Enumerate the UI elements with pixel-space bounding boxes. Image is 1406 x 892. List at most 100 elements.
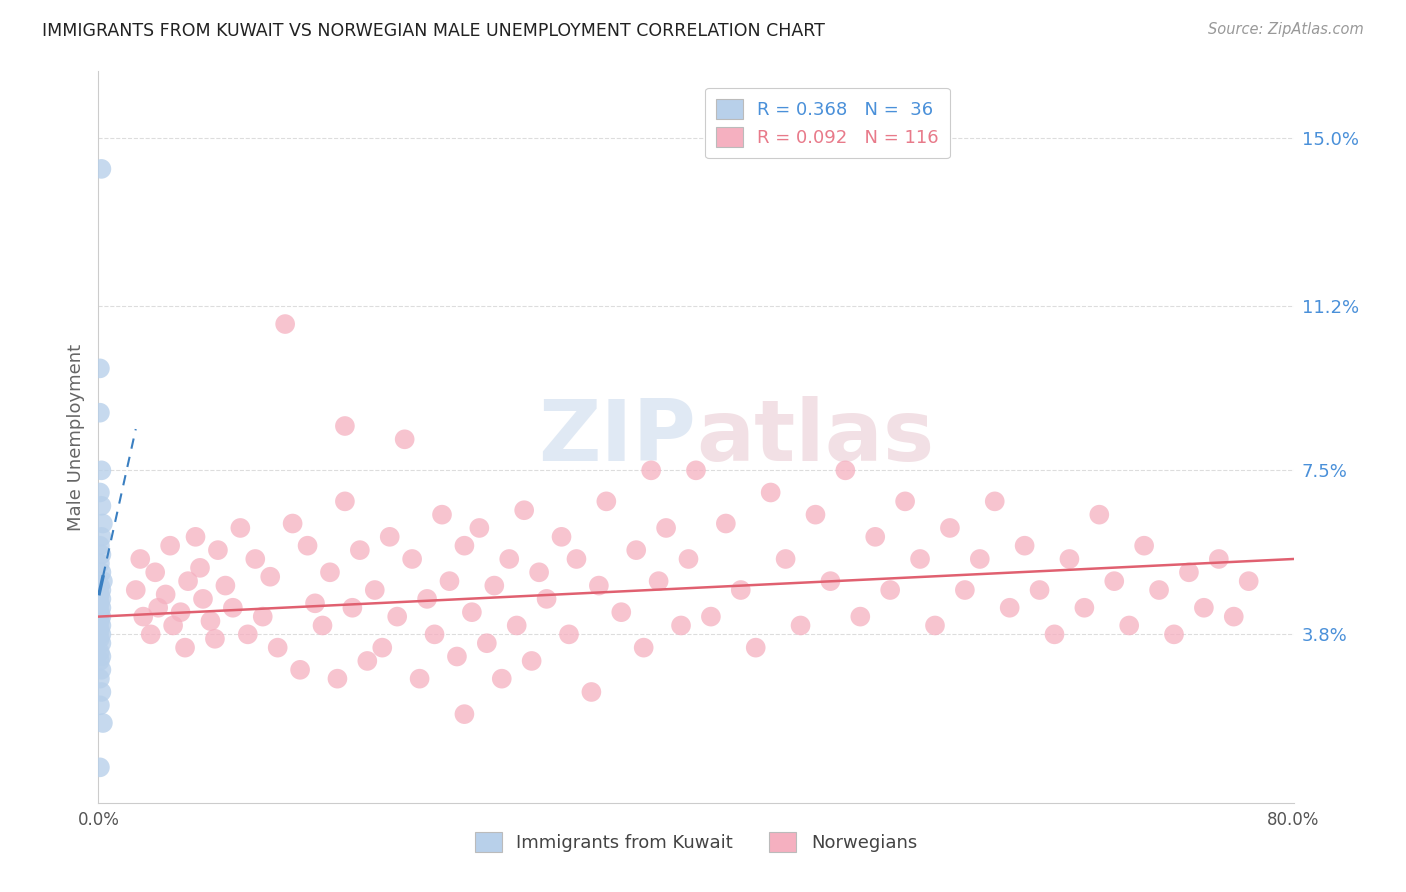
Point: [685, 463, 707, 477]
Point: [207, 543, 229, 558]
Point: [461, 605, 484, 619]
Point: [89, 596, 111, 610]
Point: [204, 632, 226, 646]
Text: ZIP: ZIP: [538, 395, 696, 479]
Point: [90, 161, 112, 176]
Point: [1208, 552, 1230, 566]
Point: [453, 539, 475, 553]
Point: [125, 582, 148, 597]
Point: [1088, 508, 1111, 522]
Point: [678, 552, 700, 566]
Point: [89, 632, 111, 646]
Point: [669, 618, 692, 632]
Point: [259, 570, 281, 584]
Point: [364, 582, 387, 597]
Legend: Immigrants from Kuwait, Norwegians: Immigrants from Kuwait, Norwegians: [468, 824, 924, 860]
Point: [91, 574, 114, 589]
Point: [969, 552, 991, 566]
Point: [200, 614, 222, 628]
Y-axis label: Male Unemployment: Male Unemployment: [66, 343, 84, 531]
Point: [439, 574, 461, 589]
Point: [423, 627, 446, 641]
Point: [229, 521, 252, 535]
Text: IMMIGRANTS FROM KUWAIT VS NORWEGIAN MALE UNEMPLOYMENT CORRELATION CHART: IMMIGRANTS FROM KUWAIT VS NORWEGIAN MALE…: [42, 22, 825, 40]
Point: [610, 605, 633, 619]
Point: [394, 432, 416, 446]
Point: [191, 591, 214, 606]
Point: [581, 685, 603, 699]
Point: [1118, 618, 1140, 632]
Point: [775, 552, 797, 566]
Point: [214, 578, 236, 592]
Point: [745, 640, 768, 655]
Point: [356, 654, 378, 668]
Point: [700, 609, 723, 624]
Point: [626, 543, 648, 558]
Point: [453, 707, 475, 722]
Point: [550, 530, 572, 544]
Point: [90, 685, 112, 699]
Point: [416, 591, 439, 606]
Point: [894, 494, 917, 508]
Point: [90, 591, 112, 606]
Point: [89, 614, 111, 628]
Point: [304, 596, 326, 610]
Point: [177, 574, 200, 589]
Point: [267, 640, 290, 655]
Point: [297, 539, 319, 553]
Point: [252, 609, 274, 624]
Point: [491, 672, 513, 686]
Point: [655, 521, 678, 535]
Point: [148, 600, 170, 615]
Point: [89, 672, 111, 686]
Point: [89, 406, 111, 420]
Point: [90, 499, 112, 513]
Point: [90, 649, 112, 664]
Point: [90, 627, 112, 641]
Point: [174, 640, 197, 655]
Point: [1178, 566, 1201, 580]
Point: [342, 600, 364, 615]
Point: [759, 485, 782, 500]
Point: [162, 618, 184, 632]
Point: [1163, 627, 1185, 641]
Point: [274, 317, 297, 331]
Point: [333, 419, 356, 434]
Point: [333, 494, 356, 508]
Point: [89, 539, 111, 553]
Point: [527, 566, 550, 580]
Point: [924, 618, 946, 632]
Point: [288, 663, 311, 677]
Point: [90, 636, 112, 650]
Point: [155, 587, 177, 601]
Point: [90, 566, 112, 580]
Point: [89, 623, 111, 637]
Point: [90, 530, 112, 544]
Point: [565, 552, 588, 566]
Point: [90, 582, 112, 597]
Point: [475, 636, 498, 650]
Point: [245, 552, 267, 566]
Point: [188, 561, 211, 575]
Point: [558, 627, 581, 641]
Point: [834, 463, 856, 477]
Point: [1147, 582, 1170, 597]
Text: Source: ZipAtlas.com: Source: ZipAtlas.com: [1208, 22, 1364, 37]
Point: [1059, 552, 1081, 566]
Point: [90, 609, 112, 624]
Point: [159, 539, 181, 553]
Point: [595, 494, 617, 508]
Point: [139, 627, 162, 641]
Point: [640, 463, 662, 477]
Point: [1223, 609, 1246, 624]
Point: [1028, 582, 1050, 597]
Point: [91, 716, 114, 731]
Point: [789, 618, 811, 632]
Point: [1043, 627, 1066, 641]
Point: [89, 557, 111, 571]
Point: [89, 605, 111, 619]
Point: [998, 600, 1021, 615]
Point: [408, 672, 430, 686]
Point: [446, 649, 468, 664]
Point: [714, 516, 737, 531]
